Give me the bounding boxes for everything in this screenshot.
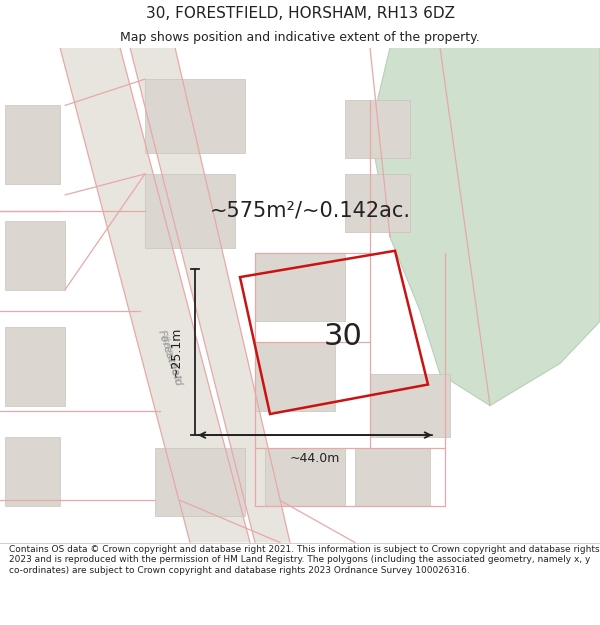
Text: Contains OS data © Crown copyright and database right 2021. This information is : Contains OS data © Crown copyright and d… — [9, 545, 599, 575]
Bar — [370, 374, 450, 437]
Text: Map shows position and indicative extent of the property.: Map shows position and indicative extent… — [120, 31, 480, 44]
Text: 30, FORESTFIELD, HORSHAM, RH13 6DZ: 30, FORESTFIELD, HORSHAM, RH13 6DZ — [146, 6, 455, 21]
Bar — [5, 437, 60, 506]
Text: ~44.0m: ~44.0m — [290, 452, 340, 465]
Polygon shape — [60, 48, 250, 542]
Bar — [155, 448, 245, 516]
Bar — [255, 342, 335, 411]
Bar — [145, 174, 235, 248]
Bar — [5, 221, 65, 290]
Text: Forestfield: Forestfield — [156, 329, 184, 388]
Text: #aaaaaa: #aaaaaa — [157, 332, 182, 384]
Text: 30: 30 — [324, 322, 362, 351]
Text: ~25.1m: ~25.1m — [170, 327, 183, 377]
Bar — [265, 448, 345, 506]
Bar — [355, 448, 430, 506]
Bar — [345, 174, 410, 232]
Polygon shape — [130, 48, 290, 542]
Bar — [5, 106, 60, 184]
Polygon shape — [370, 48, 600, 406]
Bar — [255, 253, 345, 321]
Bar — [345, 100, 410, 158]
Text: ~575m²/~0.142ac.: ~575m²/~0.142ac. — [209, 201, 410, 221]
Bar — [145, 79, 245, 153]
Bar — [5, 327, 65, 406]
